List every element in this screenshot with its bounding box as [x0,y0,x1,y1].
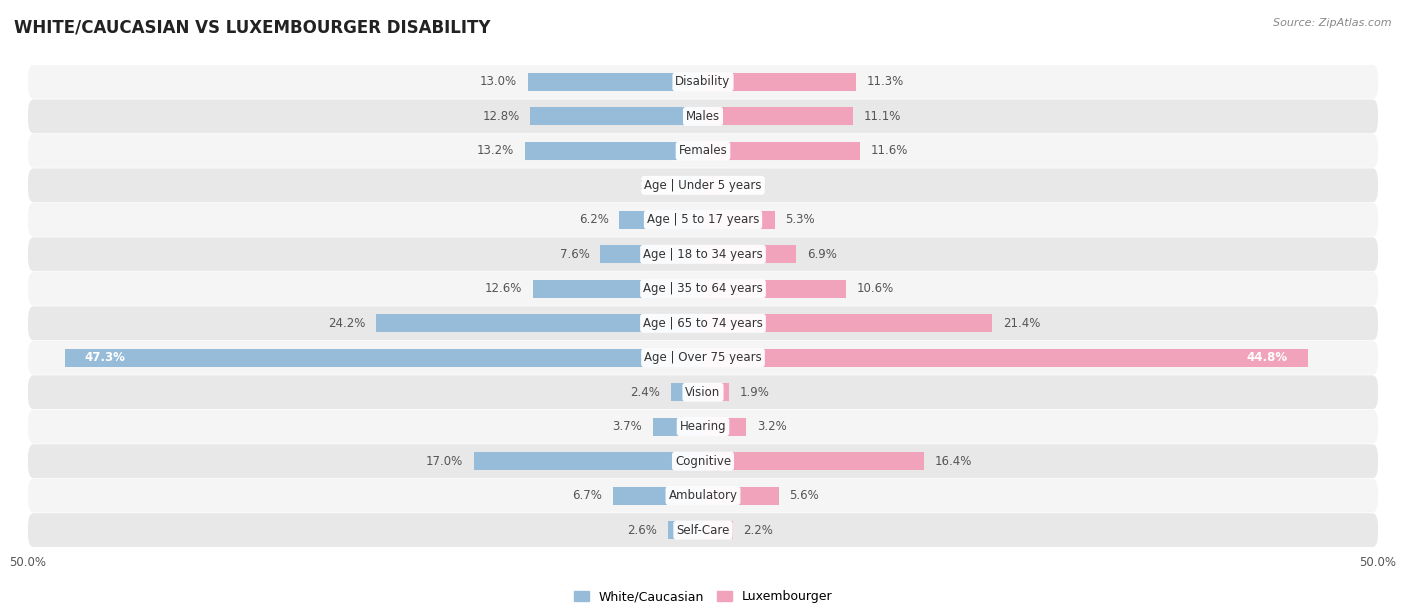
Text: Source: ZipAtlas.com: Source: ZipAtlas.com [1274,18,1392,28]
Text: Cognitive: Cognitive [675,455,731,468]
Bar [530,107,703,125]
Text: 6.9%: 6.9% [807,248,837,261]
Text: 17.0%: 17.0% [426,455,463,468]
Text: 5.6%: 5.6% [789,489,820,502]
FancyBboxPatch shape [28,100,1378,133]
FancyBboxPatch shape [28,168,1378,202]
Text: 1.9%: 1.9% [740,386,769,398]
Bar [703,280,846,297]
Text: Age | 5 to 17 years: Age | 5 to 17 years [647,214,759,226]
Text: Age | 65 to 74 years: Age | 65 to 74 years [643,317,763,330]
Text: Age | 18 to 34 years: Age | 18 to 34 years [643,248,763,261]
Text: Females: Females [679,144,727,157]
Bar [703,383,728,401]
Text: 16.4%: 16.4% [935,455,973,468]
Text: Age | Over 75 years: Age | Over 75 years [644,351,762,364]
Bar [613,487,703,505]
Text: Vision: Vision [685,386,721,398]
Text: Self-Care: Self-Care [676,524,730,537]
Bar [703,142,859,160]
Text: 44.8%: 44.8% [1246,351,1288,364]
Bar [533,280,703,297]
Text: Ambulatory: Ambulatory [668,489,738,502]
Bar [524,142,703,160]
FancyBboxPatch shape [28,134,1378,168]
Text: WHITE/CAUCASIAN VS LUXEMBOURGER DISABILITY: WHITE/CAUCASIAN VS LUXEMBOURGER DISABILI… [14,18,491,36]
Text: 2.6%: 2.6% [627,524,657,537]
FancyBboxPatch shape [28,375,1378,409]
Bar [703,521,733,539]
Text: Age | Under 5 years: Age | Under 5 years [644,179,762,192]
Bar [65,349,703,367]
Text: 13.0%: 13.0% [479,75,517,88]
FancyBboxPatch shape [28,444,1378,478]
Text: 2.4%: 2.4% [630,386,659,398]
Text: 2.2%: 2.2% [744,524,773,537]
Text: 10.6%: 10.6% [856,282,894,295]
Text: 11.3%: 11.3% [866,75,904,88]
Text: 12.6%: 12.6% [485,282,522,295]
Text: 3.7%: 3.7% [613,420,643,433]
FancyBboxPatch shape [28,203,1378,237]
Bar [681,176,703,194]
Bar [474,452,703,470]
Text: 1.7%: 1.7% [640,179,669,192]
FancyBboxPatch shape [28,341,1378,375]
Bar [703,211,775,229]
Text: Hearing: Hearing [679,420,727,433]
Bar [703,176,720,194]
Text: 11.1%: 11.1% [863,110,901,123]
Text: 11.6%: 11.6% [870,144,908,157]
Bar [703,315,991,332]
Text: 5.3%: 5.3% [786,214,815,226]
FancyBboxPatch shape [28,479,1378,512]
Bar [703,107,853,125]
Bar [703,73,855,91]
Bar [527,73,703,91]
Text: 12.8%: 12.8% [482,110,519,123]
Bar [668,521,703,539]
Bar [600,245,703,263]
Text: 6.7%: 6.7% [572,489,602,502]
Bar [703,418,747,436]
Bar [671,383,703,401]
FancyBboxPatch shape [28,272,1378,305]
FancyBboxPatch shape [28,307,1378,340]
Legend: White/Caucasian, Luxembourger: White/Caucasian, Luxembourger [569,585,837,608]
FancyBboxPatch shape [28,513,1378,547]
Text: 7.6%: 7.6% [560,248,589,261]
Text: 47.3%: 47.3% [84,351,125,364]
Text: 13.2%: 13.2% [477,144,515,157]
Text: 1.3%: 1.3% [731,179,761,192]
Bar [652,418,703,436]
FancyBboxPatch shape [28,65,1378,99]
Bar [619,211,703,229]
Text: Age | 35 to 64 years: Age | 35 to 64 years [643,282,763,295]
Text: Males: Males [686,110,720,123]
Bar [703,245,796,263]
FancyBboxPatch shape [28,237,1378,271]
Text: 3.2%: 3.2% [756,420,787,433]
Bar [377,315,703,332]
Text: 6.2%: 6.2% [579,214,609,226]
Text: 24.2%: 24.2% [328,317,366,330]
Text: Disability: Disability [675,75,731,88]
Text: 21.4%: 21.4% [1002,317,1040,330]
Bar [703,452,924,470]
Bar [703,349,1308,367]
Bar [703,487,779,505]
FancyBboxPatch shape [28,410,1378,444]
